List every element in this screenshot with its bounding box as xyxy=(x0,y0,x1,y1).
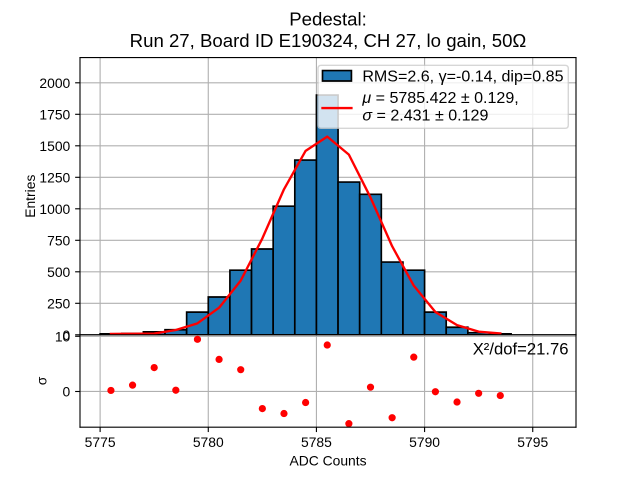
svg-text:ADC Counts: ADC Counts xyxy=(289,452,366,468)
svg-text:X²/dof=21.76: X²/dof=21.76 xyxy=(473,339,569,358)
svg-text:2000: 2000 xyxy=(39,75,70,91)
svg-text:250: 250 xyxy=(47,295,70,311)
svg-text:μ = 5785.422 ± 0.129,: μ = 5785.422 ± 0.129, xyxy=(361,89,518,107)
svg-text:1750: 1750 xyxy=(39,106,70,122)
svg-text:σ = 2.431 ± 0.129: σ = 2.431 ± 0.129 xyxy=(362,106,488,124)
svg-text:Pedestal:: Pedestal: xyxy=(289,9,367,30)
svg-text:5780: 5780 xyxy=(193,434,224,450)
svg-text:5775: 5775 xyxy=(85,434,116,450)
svg-text:5785: 5785 xyxy=(301,434,332,450)
svg-text:1500: 1500 xyxy=(39,138,70,154)
svg-text:0: 0 xyxy=(63,384,71,400)
svg-text:1000: 1000 xyxy=(39,201,70,217)
svg-text:Entries: Entries xyxy=(22,175,38,218)
svg-text:500: 500 xyxy=(47,264,70,280)
svg-text:750: 750 xyxy=(47,232,70,248)
svg-text:0: 0 xyxy=(63,327,71,343)
svg-text:5790: 5790 xyxy=(409,434,440,450)
svg-text:5795: 5795 xyxy=(517,434,548,450)
svg-text:σ: σ xyxy=(33,376,49,385)
svg-text:Run 27, Board ID E190324, CH 2: Run 27, Board ID E190324, CH 27, lo gain… xyxy=(130,30,527,51)
svg-text:1250: 1250 xyxy=(39,169,70,185)
svg-text:RMS=2.6, γ=-0.14, dip=0.85: RMS=2.6, γ=-0.14, dip=0.85 xyxy=(362,67,563,85)
svg-text:10: 10 xyxy=(55,328,71,344)
